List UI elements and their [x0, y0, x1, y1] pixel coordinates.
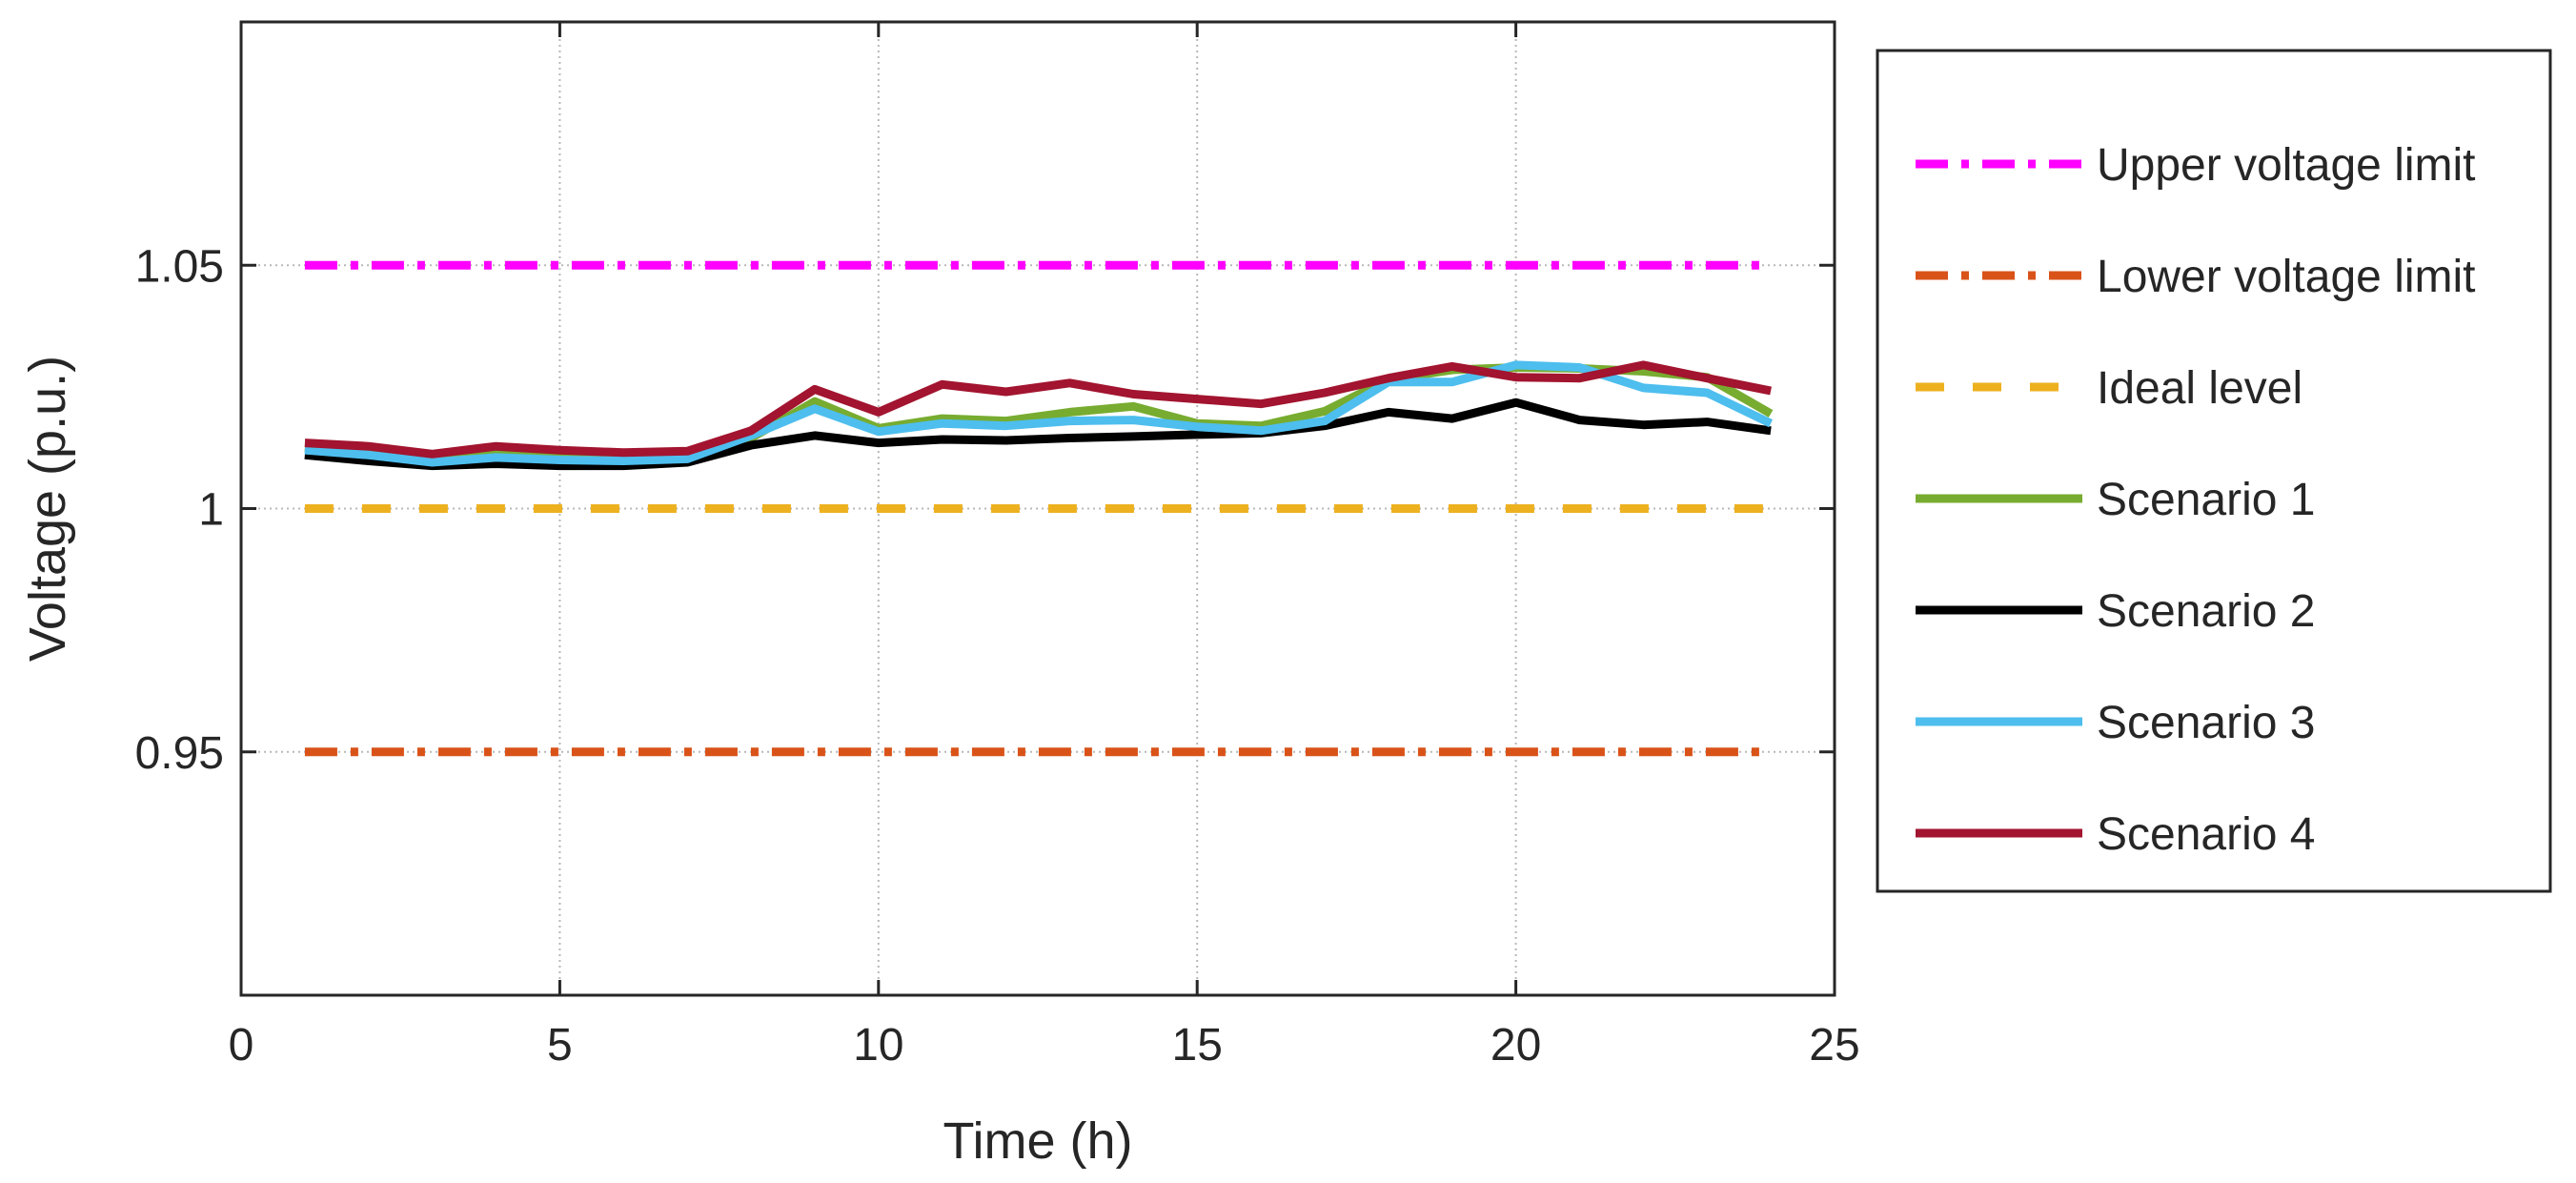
legend-label-7: Scenario 4: [2097, 809, 2315, 860]
y-tick-label: 1.05: [135, 241, 224, 292]
y-axis-label: Voltage (p.u.): [19, 356, 76, 662]
tick-layer: 0 5 10 15 20 25 0.95 1 1.05: [135, 22, 1860, 1071]
legend-label-1: Upper voltage limit: [2097, 140, 2476, 191]
series-layer: [304, 260, 1774, 757]
x-tick-label: 20: [1491, 1020, 1541, 1071]
legend-label-4: Scenario 1: [2097, 475, 2315, 525]
x-tick-label: 25: [1809, 1020, 1859, 1071]
legend-label-2: Lower voltage limit: [2097, 252, 2476, 302]
series-line-6: [304, 360, 1774, 467]
legend-label-6: Scenario 3: [2097, 698, 2315, 748]
legend-label-3: Ideal level: [2097, 363, 2302, 414]
y-tick-label: 0.95: [135, 728, 224, 779]
legend-label-5: Scenario 2: [2097, 586, 2315, 637]
x-tick-label: 15: [1172, 1020, 1223, 1071]
series-line-5: [304, 398, 1772, 471]
x-tick-label: 5: [547, 1020, 573, 1071]
legend-box: [1876, 49, 2552, 893]
y-tick-label: 1: [198, 485, 224, 536]
legend: Upper voltage limit Lower voltage limit Id…: [1876, 49, 2552, 893]
x-tick-label: 0: [229, 1020, 254, 1071]
x-axis-label: Time (h): [943, 1112, 1133, 1170]
x-tick-label: 10: [853, 1020, 903, 1071]
series-line-7: [304, 360, 1772, 459]
